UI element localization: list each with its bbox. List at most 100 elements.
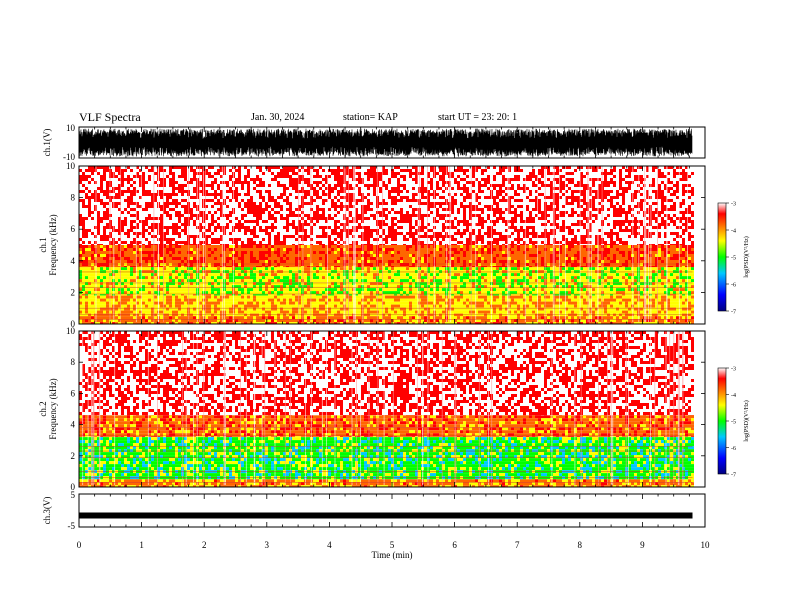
ch1-spectrogram-band-1-cell xyxy=(340,311,343,314)
ch1-spectrogram-band-1-cell xyxy=(124,296,127,299)
ch1-spectrogram-band-1-cell xyxy=(274,299,277,302)
ch1-spectrogram-band-1-cell xyxy=(388,305,391,308)
ch1-spectrogram-band-1-cell xyxy=(397,314,400,317)
ch1-spectrogram-band-0-cell xyxy=(358,316,361,319)
ch1-spectrogram-band-1-cell xyxy=(310,299,313,302)
ch1-spectrogram-band-1-cell xyxy=(97,305,100,308)
ch1-spectrogram-image xyxy=(79,166,705,324)
ch1-spectrogram-band-1-cell xyxy=(211,314,214,317)
ch1-spectrogram-band-1-cell xyxy=(334,302,337,305)
ch1-spectrogram-band-0-cell xyxy=(166,316,169,319)
ch1-spectrogram-band-0-cell xyxy=(295,316,298,319)
ch1-spectrogram-band-1-cell xyxy=(295,296,298,299)
ch1-spectrogram-band-0-cell xyxy=(403,316,406,319)
ch1-spectrogram-band-1-cell xyxy=(319,314,322,317)
ch1-spectrogram-band-0-cell xyxy=(85,316,88,319)
ch1-spectrogram-band-0-cell xyxy=(379,316,382,319)
ch1-spectrogram-band-1-cell xyxy=(442,305,445,308)
ch1-spectrogram-band-1-cell xyxy=(436,314,439,317)
ch1-spectrogram-band-0-cell xyxy=(244,316,247,319)
ch1-spectrogram-band-1-cell xyxy=(412,302,415,305)
ch1-spectrogram-band-1-cell xyxy=(319,296,322,299)
ch1-spectrogram-band-1-cell xyxy=(439,305,442,308)
ch1-spectrogram-band-1-cell xyxy=(331,314,334,317)
ch1-spectrogram-band-1-cell xyxy=(403,299,406,302)
ch1-spectrogram-band-1-cell xyxy=(295,311,298,314)
ch1-spectrogram-band-1-cell xyxy=(208,299,211,302)
ch1-spectrogram-band-1-cell xyxy=(358,311,361,314)
ch1-spectrogram-band-1-cell xyxy=(181,299,184,302)
ch1-spectrogram-band-0-cell xyxy=(514,316,517,319)
ch1-spectrogram-band-1-cell xyxy=(241,302,244,305)
ch1-spectrogram-band-0-cell xyxy=(190,316,193,319)
ch1-spectrogram-band-1-cell xyxy=(178,302,181,305)
ch1-spectrogram-band-1-cell xyxy=(91,296,94,299)
ch1-spectrogram-band-1-cell xyxy=(439,302,442,305)
ch1-spectrogram-band-1-cell xyxy=(268,305,271,308)
ch1-spectrogram-band-0-cell xyxy=(283,316,286,319)
ch1-spectrogram-band-1-cell xyxy=(247,305,250,308)
ch1-spectrogram-band-1-cell xyxy=(463,311,466,314)
ch1-spectrogram-band-1-cell xyxy=(169,296,172,299)
ch1-spectrogram-band-1-cell xyxy=(406,302,409,305)
ch1-spectrogram-band-1-cell xyxy=(259,305,262,308)
ch1-spectrogram-band-1-cell xyxy=(436,305,439,308)
ch1-spectrogram-band-1-cell xyxy=(424,305,427,308)
ch1-spectrogram-band-1-cell xyxy=(442,299,445,302)
ch1-spectrogram-band-0-cell xyxy=(583,316,586,319)
ch1-spectrogram-band-1-cell xyxy=(175,311,178,314)
ch1-spectrogram-band-1-cell xyxy=(124,311,127,314)
ch1-spectrogram-band-1-cell xyxy=(142,299,145,302)
ch1-spectrogram-band-1-cell xyxy=(304,299,307,302)
ch1-spectrogram-band-1-cell xyxy=(181,314,184,317)
ch1-spectrogram-band-1-cell xyxy=(364,299,367,302)
ch1-spectrogram-band-1-cell xyxy=(451,314,454,317)
ch1-spectrogram-band-1-cell xyxy=(391,302,394,305)
ch1-spectrogram-band-1-cell xyxy=(133,314,136,317)
ch1-spectrogram-band-1-cell xyxy=(208,314,211,317)
ch1-spectrogram-band-1-cell xyxy=(409,305,412,308)
ch1-spectrogram-band-1-cell xyxy=(130,302,133,305)
ch1-spectrogram-band-1-cell xyxy=(322,296,325,299)
ch1-spectrogram-band-0-cell xyxy=(424,316,427,319)
ch1-spectrogram-band-1-cell xyxy=(214,314,217,317)
ch1-spectrogram-band-0-cell xyxy=(568,316,571,319)
ch1-spectrogram-band-1-cell xyxy=(244,305,247,308)
ch1-spectrogram-band-1-cell xyxy=(259,299,262,302)
ch1-spectrogram-band-1-cell xyxy=(247,314,250,317)
ch1-spectrogram-band-1-cell xyxy=(370,299,373,302)
ch1-spectrogram-band-1-cell xyxy=(274,311,277,314)
ch1-spectrogram-band-0-cell xyxy=(454,316,457,319)
ch1-spectrogram-band-1-cell xyxy=(403,314,406,317)
ch1-spectrogram-band-1-cell xyxy=(322,299,325,302)
ch1-spectrogram-band-1-cell xyxy=(262,302,265,305)
ch1-spectrogram-band-1-cell xyxy=(364,302,367,305)
ch1-spectrogram-band-0-cell xyxy=(304,316,307,319)
ch1-spectrogram-band-1-cell xyxy=(166,302,169,305)
ch1-spectrogram-band-1-cell xyxy=(172,311,175,314)
ch1-spectrogram-band-1-cell xyxy=(274,296,277,299)
ch1-spectrogram-band-1-cell xyxy=(403,302,406,305)
ch1-spectrogram-band-1-cell xyxy=(436,299,439,302)
ch1-spectrogram-band-1-cell xyxy=(454,299,457,302)
ch1-spectrogram-band-1-cell xyxy=(367,299,370,302)
ch1-spectrogram-band-1-cell xyxy=(211,305,214,308)
ch1-spectrogram-band-0-cell xyxy=(556,316,559,319)
ch1-spectrogram-band-0-cell xyxy=(406,316,409,319)
ch1-spectrogram-band-1-cell xyxy=(397,305,400,308)
ch1-spectrogram-band-1-cell xyxy=(421,314,424,317)
ch1-spectrogram-band-0-cell xyxy=(103,316,106,319)
ch1-spectrogram-band-1-cell xyxy=(337,314,340,317)
ch1-spectrogram-band-1-cell xyxy=(334,305,337,308)
ch1-spectrogram-band-0-cell xyxy=(691,316,694,319)
ch1-spectrogram-band-1-cell xyxy=(169,314,172,317)
ch1-spectrogram-band-1-cell xyxy=(265,314,268,317)
ch1-spectrogram-band-1-cell xyxy=(97,311,100,314)
ch1-spectrogram-band-1-cell xyxy=(391,299,394,302)
ch1-spectrogram-band-1-cell xyxy=(406,299,409,302)
ch1-spectrogram-band-1-cell xyxy=(265,296,268,299)
ch1-spectrogram-band-1-cell xyxy=(127,314,130,317)
ch1-spectrogram-band-1-cell xyxy=(277,299,280,302)
ch1-spectrogram-band-0-cell xyxy=(499,316,502,319)
ch1-spectrogram-band-0-cell xyxy=(106,316,109,319)
